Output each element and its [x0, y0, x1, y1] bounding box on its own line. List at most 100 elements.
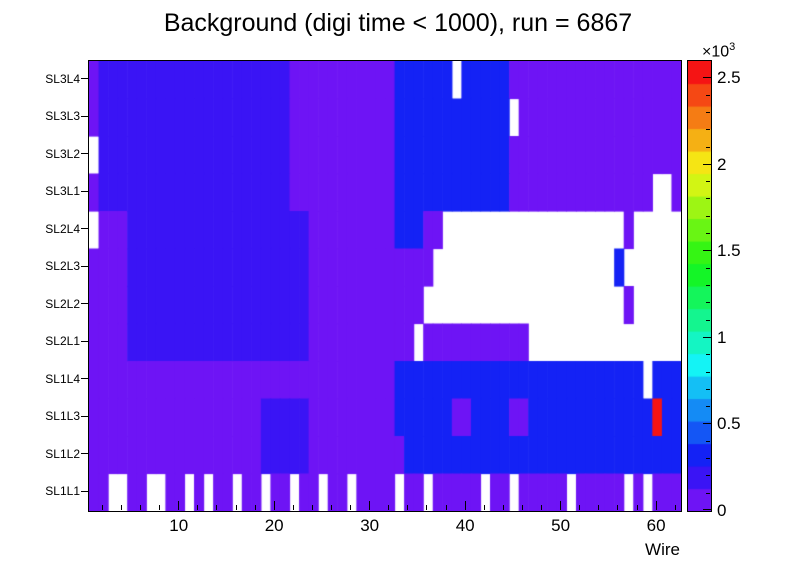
- x-axis-major-tick: [178, 501, 180, 510]
- x-axis-minor-tick: [426, 505, 428, 510]
- z-axis-minor-tick: [706, 285, 710, 286]
- z-axis-minor-tick: [706, 111, 710, 113]
- x-axis-minor-tick: [521, 505, 523, 510]
- x-axis-minor-tick: [159, 505, 161, 510]
- plot-title: Background (digi time < 1000), run = 686…: [163, 9, 633, 37]
- y-axis-tick-label: SL1L4: [45, 371, 80, 386]
- x-axis-minor-tick: [388, 505, 390, 510]
- z-axis-minor-tick: [706, 371, 710, 373]
- z-exponent-base: ×10: [702, 43, 730, 61]
- z-axis-minor-tick: [706, 267, 710, 269]
- z-axis-minor-tick: [706, 94, 710, 96]
- z-axis-major-tick: [703, 250, 711, 252]
- z-axis-minor-tick: [706, 319, 710, 321]
- z-axis-major-tick: [703, 509, 711, 510]
- x-axis-tick-label: 50: [551, 516, 571, 535]
- z-axis-tick-label: 2: [717, 154, 727, 174]
- x-axis-minor-tick: [330, 505, 332, 510]
- x-axis-minor-tick: [674, 505, 676, 510]
- z-axis-minor-tick: [706, 215, 710, 217]
- colorbar: [687, 60, 712, 512]
- z-axis-minor-tick: [706, 181, 710, 183]
- y-axis-tick-label: SL2L1: [45, 334, 80, 349]
- x-axis-tick-label: 10: [169, 516, 189, 535]
- y-axis-tick: [81, 340, 88, 342]
- colorbar-gradient-canvas: [688, 61, 711, 511]
- x-axis-minor-tick: [140, 505, 142, 510]
- z-axis-minor-tick: [706, 475, 710, 477]
- x-axis-minor-tick: [636, 505, 638, 510]
- y-axis-tick-label: SL2L2: [45, 296, 80, 311]
- x-axis-tick-label: 30: [360, 516, 380, 535]
- z-axis-minor-tick: [706, 129, 710, 131]
- x-axis-minor-tick: [235, 505, 237, 510]
- z-axis-tick-label: 2.5: [717, 68, 741, 88]
- y-axis-tick: [81, 415, 88, 417]
- x-axis-major-tick: [464, 501, 466, 510]
- x-axis-minor-tick: [407, 505, 409, 510]
- heatmap-canvas: [89, 61, 681, 511]
- x-axis-minor-tick: [350, 505, 352, 510]
- y-axis-tick-label: SL2L3: [45, 259, 80, 274]
- y-axis-tick: [81, 378, 88, 380]
- z-axis-tick-label: 1: [717, 327, 727, 347]
- z-axis-minor-tick: [706, 440, 710, 442]
- x-axis-minor-tick: [197, 505, 199, 510]
- x-axis-minor-tick: [483, 505, 485, 510]
- z-axis-major-tick: [703, 163, 711, 165]
- z-axis-minor-tick: [706, 233, 710, 235]
- y-axis-tick-label: SL3L4: [45, 71, 80, 86]
- x-axis-minor-tick: [617, 505, 619, 510]
- x-axis-minor-tick: [598, 505, 600, 510]
- y-axis-tick-label: SL3L3: [45, 109, 80, 124]
- x-axis-minor-tick: [216, 505, 218, 510]
- plot-frame: [88, 60, 682, 512]
- y-axis-tick-label: SL1L2: [45, 446, 80, 461]
- z-axis-tick-label: 0: [717, 501, 727, 520]
- y-axis-tick: [81, 190, 88, 192]
- z-axis-minor-tick: [706, 458, 710, 460]
- x-axis-major-tick: [273, 501, 275, 510]
- x-axis-minor-tick: [502, 505, 504, 510]
- x-axis-minor-tick: [101, 505, 103, 510]
- z-axis-major-tick: [703, 423, 711, 425]
- z-axis-minor-tick: [706, 388, 710, 390]
- x-axis-major-tick: [560, 501, 562, 510]
- x-axis-major-tick: [369, 501, 371, 510]
- y-axis-tick-label: SL1L1: [45, 484, 80, 499]
- x-axis-minor-tick: [311, 505, 313, 510]
- z-axis-minor-tick: [706, 198, 710, 200]
- x-axis-tick-label: 60: [646, 516, 666, 535]
- y-axis-tick: [81, 265, 88, 267]
- z-axis-tick-label: 0.5: [717, 414, 741, 434]
- z-axis-major-tick: [703, 336, 711, 338]
- y-axis-tick: [81, 490, 88, 492]
- z-axis-minor-tick: [706, 492, 710, 494]
- x-axis-title: Wire: [645, 540, 680, 559]
- y-axis-tick-label: SL3L1: [45, 184, 80, 199]
- y-axis-tick: [81, 228, 88, 230]
- y-axis-tick: [81, 115, 88, 117]
- y-axis-tick: [81, 303, 88, 305]
- x-axis-tick-label: 40: [455, 516, 475, 535]
- x-axis-minor-tick: [541, 505, 543, 510]
- x-axis-minor-tick: [120, 505, 122, 510]
- z-exponent-label: ×103: [702, 41, 735, 61]
- y-axis-tick-label: SL1L3: [45, 409, 80, 424]
- z-axis-minor-tick: [706, 354, 710, 356]
- z-axis-minor-tick: [706, 406, 710, 408]
- z-exponent-power: 3: [729, 41, 736, 53]
- z-axis-minor-tick: [706, 302, 710, 304]
- z-axis-minor-tick: [706, 146, 710, 148]
- x-axis-minor-tick: [579, 505, 581, 510]
- y-axis-tick: [81, 453, 88, 455]
- x-axis-major-tick: [655, 501, 657, 510]
- z-axis-major-tick: [703, 77, 711, 79]
- x-axis-minor-tick: [292, 505, 294, 510]
- y-axis-tick: [81, 78, 88, 80]
- x-axis-minor-tick: [445, 505, 447, 510]
- y-axis-tick-label: SL2L4: [45, 221, 80, 236]
- y-axis-tick: [81, 153, 88, 155]
- y-axis-tick-label: SL3L2: [45, 146, 80, 161]
